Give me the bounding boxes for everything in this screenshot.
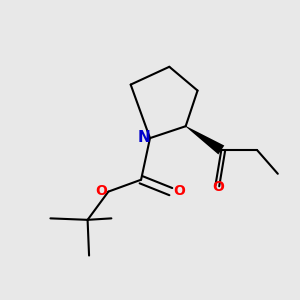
Text: O: O bbox=[95, 184, 107, 198]
Text: O: O bbox=[212, 180, 224, 194]
Text: N: N bbox=[138, 130, 150, 145]
Text: O: O bbox=[173, 184, 185, 198]
Polygon shape bbox=[185, 126, 224, 154]
